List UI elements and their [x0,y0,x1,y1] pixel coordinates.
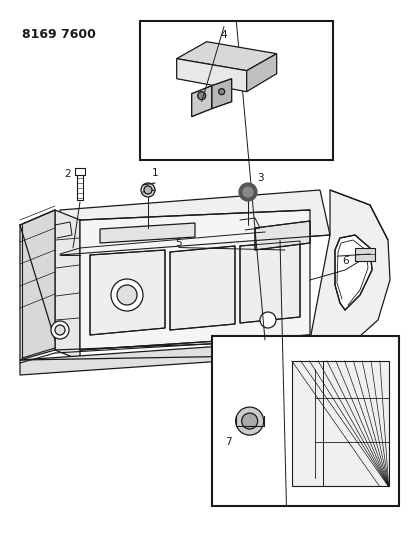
Polygon shape [240,241,300,323]
Circle shape [239,183,257,201]
Circle shape [51,321,69,339]
Text: 1: 1 [152,168,158,178]
Circle shape [144,186,152,194]
Polygon shape [20,210,55,360]
Polygon shape [192,86,212,117]
Text: 5: 5 [175,238,182,247]
Polygon shape [310,190,390,355]
Polygon shape [247,54,277,92]
Bar [355,248,375,261]
Circle shape [55,325,65,335]
Circle shape [243,187,253,197]
Text: 6: 6 [342,256,349,266]
Circle shape [141,183,155,197]
Circle shape [242,413,258,429]
Polygon shape [212,79,232,109]
Polygon shape [170,246,235,330]
Text: 7: 7 [225,438,231,447]
Circle shape [236,407,264,435]
Polygon shape [100,223,195,243]
Circle shape [260,312,276,328]
Polygon shape [95,215,265,245]
Circle shape [219,88,225,95]
Circle shape [117,285,137,305]
Bar [212,336,399,506]
Polygon shape [177,42,277,71]
Circle shape [111,279,143,311]
Polygon shape [55,210,80,360]
Polygon shape [80,210,310,350]
Circle shape [198,92,206,100]
Text: 4: 4 [221,30,227,39]
Polygon shape [20,340,310,375]
Text: 2: 2 [65,169,72,179]
Polygon shape [60,190,330,255]
Bar [292,361,389,486]
Polygon shape [255,221,310,250]
Text: 8169 7600: 8169 7600 [22,28,96,41]
Polygon shape [90,250,165,335]
Text: 3: 3 [257,173,263,183]
Polygon shape [177,59,247,92]
Bar [140,21,333,160]
Polygon shape [335,235,372,310]
